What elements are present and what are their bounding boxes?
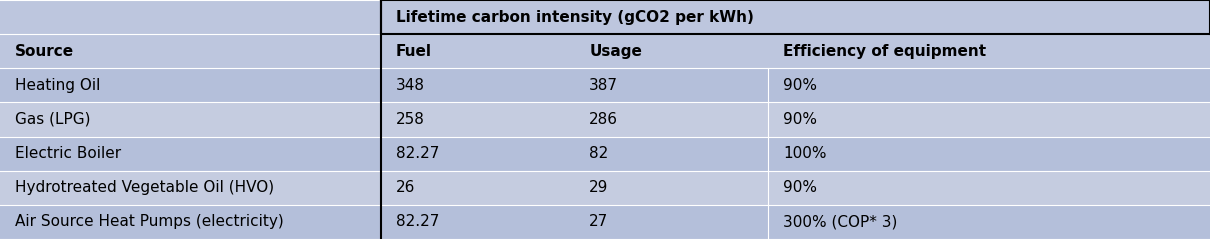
- Bar: [0, 34, 1210, 68]
- Bar: [0, 68, 1210, 103]
- Bar: [0, 136, 1210, 171]
- Text: 82.27: 82.27: [396, 214, 439, 229]
- Text: Fuel: Fuel: [396, 44, 432, 59]
- Text: 82: 82: [589, 146, 609, 161]
- Text: 26: 26: [396, 180, 415, 195]
- Bar: [0, 103, 1210, 136]
- Bar: [0, 171, 1210, 205]
- Text: 258: 258: [396, 112, 425, 127]
- Text: 82.27: 82.27: [396, 146, 439, 161]
- Text: 27: 27: [589, 214, 609, 229]
- Text: Hydrotreated Vegetable Oil (HVO): Hydrotreated Vegetable Oil (HVO): [15, 180, 273, 195]
- Bar: [0, 205, 1210, 239]
- Text: 300% (COP* 3): 300% (COP* 3): [783, 214, 898, 229]
- Bar: [0, 0, 1210, 34]
- Text: 348: 348: [396, 78, 425, 93]
- Text: Lifetime carbon intensity (gCO2 per kWh): Lifetime carbon intensity (gCO2 per kWh): [396, 10, 754, 25]
- Text: Efficiency of equipment: Efficiency of equipment: [783, 44, 986, 59]
- Text: 387: 387: [589, 78, 618, 93]
- Text: 90%: 90%: [783, 78, 817, 93]
- Text: 29: 29: [589, 180, 609, 195]
- Text: 100%: 100%: [783, 146, 826, 161]
- Text: Electric Boiler: Electric Boiler: [15, 146, 121, 161]
- Text: Usage: Usage: [589, 44, 643, 59]
- Text: 90%: 90%: [783, 180, 817, 195]
- Text: 90%: 90%: [783, 112, 817, 127]
- Text: 286: 286: [589, 112, 618, 127]
- Text: Gas (LPG): Gas (LPG): [15, 112, 90, 127]
- Text: Air Source Heat Pumps (electricity): Air Source Heat Pumps (electricity): [15, 214, 283, 229]
- Text: Heating Oil: Heating Oil: [15, 78, 100, 93]
- Text: Source: Source: [15, 44, 74, 59]
